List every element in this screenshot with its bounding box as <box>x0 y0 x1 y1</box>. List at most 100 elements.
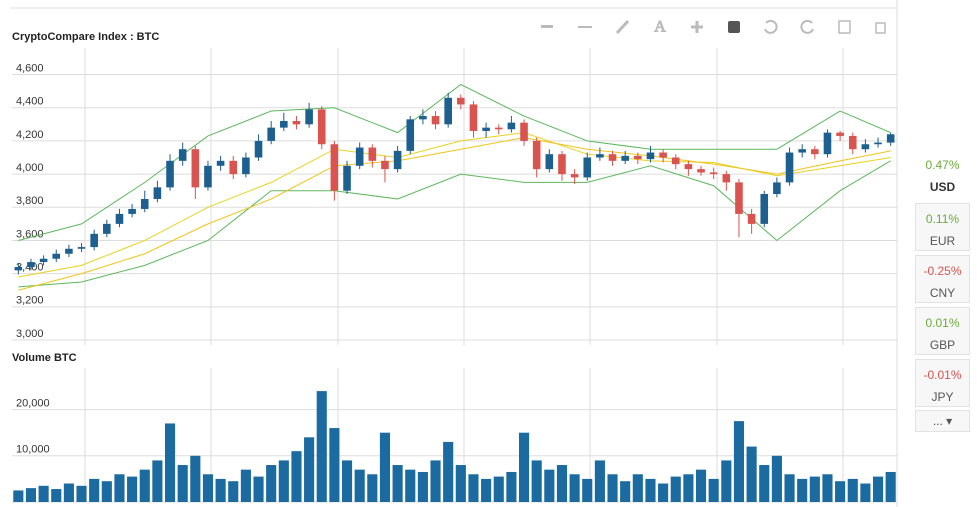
volume-bar <box>127 476 138 502</box>
y-tick-label: 4,000 <box>16 162 44 174</box>
candle-body <box>317 109 326 145</box>
volume-bar <box>266 465 277 502</box>
volume-bar <box>518 432 530 502</box>
volume-bar <box>291 451 302 502</box>
currency-button[interactable]: 0.11% EUR <box>915 203 970 251</box>
overlay-line <box>18 83 891 241</box>
candle-body <box>330 144 339 191</box>
volume-bar <box>405 469 416 502</box>
candle-body <box>596 154 604 158</box>
volume-bar <box>329 428 340 502</box>
volume-bar <box>620 481 631 502</box>
code: JPY <box>931 390 954 404</box>
volume-bar <box>493 476 504 502</box>
tool-undo[interactable] <box>764 19 778 34</box>
volume-bar <box>417 471 428 502</box>
volume-bar <box>354 469 365 502</box>
volume-bar <box>63 483 74 502</box>
volume-bar <box>316 391 327 502</box>
tool-redo[interactable] <box>800 19 814 34</box>
candle-body <box>242 157 250 175</box>
tool-minus[interactable] <box>541 25 553 28</box>
volume-bar <box>822 474 833 502</box>
candle-body <box>886 134 895 143</box>
candle-body <box>254 140 263 158</box>
volume-bar <box>76 485 87 502</box>
volume-bar <box>139 469 150 502</box>
volume-bar <box>25 488 37 502</box>
volume-bar <box>481 478 492 502</box>
currency-button[interactable]: -0.01% JPY <box>915 359 970 407</box>
currency-button[interactable]: -0.25% CNY <box>915 255 970 303</box>
candle-body <box>494 127 503 130</box>
candle-body <box>848 135 857 150</box>
volume-bar <box>607 474 618 502</box>
volume-bar <box>367 474 378 502</box>
change: 0.01% <box>925 316 960 330</box>
volume-bar <box>721 460 732 502</box>
more-label: ... <box>932 414 943 428</box>
volume-bar <box>885 471 896 502</box>
candle-body <box>204 165 212 188</box>
candle-body <box>811 149 819 155</box>
candle-body <box>444 97 452 125</box>
tool-pencil[interactable] <box>615 19 630 35</box>
candle-body <box>646 152 655 160</box>
candle-body <box>343 165 351 191</box>
y-tick-label: 4,200 <box>16 129 44 141</box>
volume-bar <box>645 478 656 502</box>
volume-bar <box>152 460 163 502</box>
candle-body <box>469 104 478 131</box>
volume-bar <box>582 478 593 502</box>
candle-body <box>229 160 238 175</box>
tool-text[interactable]: A <box>654 18 667 36</box>
volume-bar <box>177 465 188 502</box>
candle-body <box>406 119 415 151</box>
volume-bar <box>164 423 176 502</box>
currency-selected[interactable]: 0.47% USD <box>915 150 970 198</box>
candle-body <box>128 208 136 214</box>
volume-bar <box>708 478 719 502</box>
code: USD <box>929 180 956 194</box>
candle-body <box>558 154 566 175</box>
volume-bar <box>304 437 315 502</box>
more-button[interactable]: ... ▾ <box>915 410 970 432</box>
candle-body <box>140 198 149 209</box>
candle-body <box>14 267 23 271</box>
candle-body <box>697 169 705 173</box>
candle-body <box>39 258 48 263</box>
candle-body <box>570 174 579 178</box>
chart: A CryptoCompare Index : BTC Volume BTC 3… <box>10 0 898 507</box>
volume-bar <box>594 460 605 502</box>
tool-delete[interactable] <box>875 22 886 34</box>
candle-body <box>861 144 870 150</box>
tool-plus[interactable] <box>691 21 703 33</box>
code: CNY <box>929 286 956 300</box>
candle-body <box>634 155 642 160</box>
candle-body <box>735 182 743 214</box>
candle-body <box>798 149 806 153</box>
volume-bar <box>746 446 757 502</box>
tool-save[interactable] <box>838 20 851 34</box>
volume-title: Volume BTC <box>12 352 77 364</box>
candle-body <box>65 248 73 254</box>
candle-body <box>545 154 554 170</box>
volume-bar <box>733 421 745 502</box>
volume-bar <box>531 460 542 502</box>
overlay-line <box>18 160 891 288</box>
tool-rect[interactable] <box>728 21 740 33</box>
chart-title: CryptoCompare Index : BTC <box>12 31 159 43</box>
volume-bar <box>847 478 858 502</box>
candle-body <box>874 142 882 145</box>
candle-body <box>836 132 844 136</box>
candle-body <box>280 121 288 128</box>
volume-bar <box>872 476 884 502</box>
volume-bar <box>114 474 125 502</box>
volume-bar <box>392 465 403 502</box>
currency-button[interactable]: 0.01% GBP <box>915 307 970 355</box>
volume-bar <box>809 476 820 502</box>
candle-body <box>621 155 629 161</box>
volume-bar <box>89 478 100 502</box>
volume-bar <box>632 474 643 502</box>
